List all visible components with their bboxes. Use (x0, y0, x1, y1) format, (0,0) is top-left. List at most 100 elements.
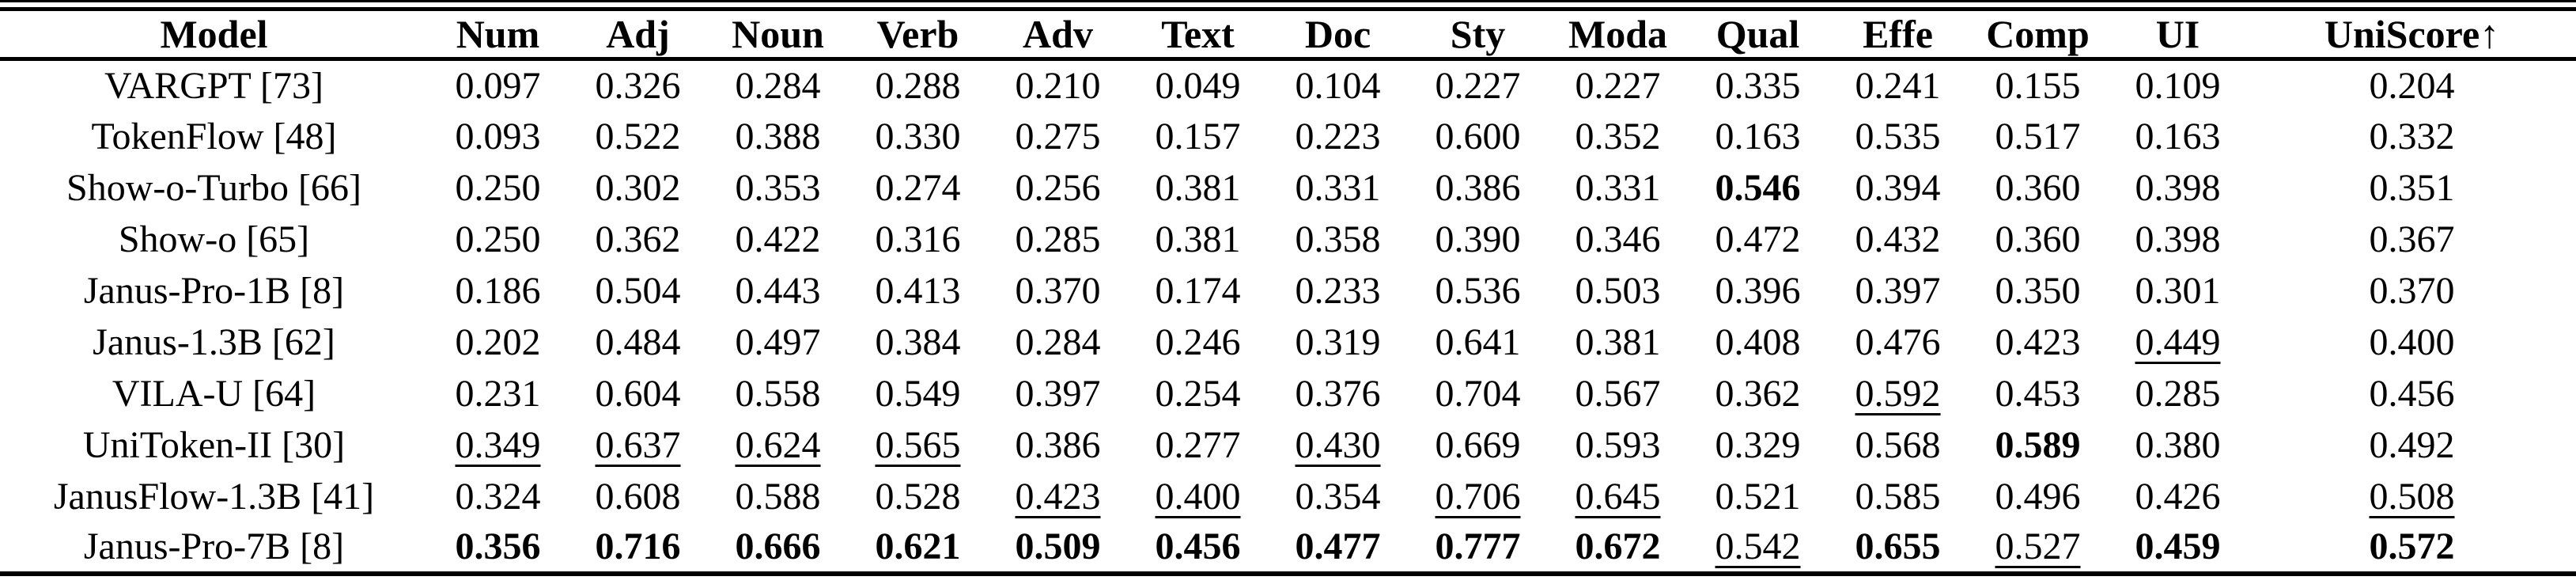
score-cell: 0.233 (1295, 269, 1381, 312)
score-cell: 0.352 (1575, 115, 1661, 157)
score-cell: 0.227 (1435, 64, 1521, 107)
column-header-adv: Adv (1023, 12, 1093, 56)
score-cell: 0.186 (455, 269, 541, 312)
score-cell: 0.423 (1015, 475, 1101, 518)
score-cell: 0.565 (875, 423, 961, 466)
score-cell: 0.453 (1995, 372, 2081, 415)
model-name-cell: TokenFlow [48] (91, 115, 337, 157)
score-cell: 0.223 (1295, 115, 1381, 157)
score-cell: 0.669 (1435, 423, 1521, 466)
score-cell: 0.459 (2135, 525, 2221, 567)
score-cell: 0.254 (1155, 372, 1241, 415)
score-cell: 0.449 (2135, 321, 2221, 363)
score-cell: 0.381 (1575, 321, 1661, 363)
score-cell: 0.346 (1575, 218, 1661, 260)
score-cell: 0.558 (735, 372, 821, 415)
score-cell: 0.396 (1715, 269, 1801, 312)
results-table: Model Num Adj Noun Verb Adv Text Doc Sty Moda Qual… (0, 7, 2576, 576)
score-cell: 0.376 (1295, 372, 1381, 415)
score-cell: 0.645 (1575, 475, 1661, 518)
score-cell: 0.517 (1995, 115, 2081, 157)
score-cell: 0.568 (1855, 423, 1941, 466)
score-cell: 0.163 (1715, 115, 1801, 157)
score-cell: 0.503 (1575, 269, 1661, 312)
score-cell: 0.472 (1715, 218, 1801, 260)
score-cell: 0.370 (2369, 269, 2455, 312)
column-header-num: Num (456, 12, 540, 56)
score-cell: 0.624 (735, 423, 821, 466)
table-row: VARGPT [73] 0.097 0.326 0.284 0.288 0.210 0.04… (0, 59, 2576, 111)
score-cell: 0.302 (595, 166, 681, 209)
table-row: Janus-Pro-1B [8] 0.186 0.504 0.443 0.413 0.37… (0, 265, 2576, 317)
score-cell: 0.275 (1015, 115, 1101, 157)
score-cell: 0.476 (1855, 321, 1941, 363)
column-header-sty: Sty (1450, 12, 1506, 56)
score-cell: 0.567 (1575, 372, 1661, 415)
score-cell: 0.672 (1575, 525, 1661, 567)
score-cell: 0.384 (875, 321, 961, 363)
score-cell: 0.104 (1295, 64, 1381, 107)
score-cell: 0.509 (1015, 525, 1101, 567)
model-name-cell: UniToken-II [30] (82, 423, 346, 466)
score-cell: 0.704 (1435, 372, 1521, 415)
score-cell: 0.608 (595, 475, 681, 518)
score-cell: 0.777 (1435, 525, 1521, 567)
column-header-uniscore: UniScore↑ (2324, 12, 2500, 56)
score-cell: 0.284 (735, 64, 821, 107)
column-header-noun: Noun (732, 12, 824, 56)
score-cell: 0.443 (735, 269, 821, 312)
model-name-cell: Janus-Pro-1B [8] (83, 269, 345, 312)
score-cell: 0.536 (1435, 269, 1521, 312)
score-cell: 0.204 (2369, 64, 2455, 107)
score-cell: 0.049 (1155, 64, 1241, 107)
score-cell: 0.354 (1295, 475, 1381, 518)
score-cell: 0.381 (1155, 218, 1241, 260)
score-cell: 0.360 (1995, 166, 2081, 209)
score-cell: 0.329 (1715, 423, 1801, 466)
table-top-thin-rule (0, 0, 2576, 2)
column-header-model: Model (160, 12, 268, 56)
score-cell: 0.316 (875, 218, 961, 260)
score-cell: 0.397 (1015, 372, 1101, 415)
score-cell: 0.496 (1995, 475, 2081, 518)
score-cell: 0.288 (875, 64, 961, 107)
score-cell: 0.202 (455, 321, 541, 363)
score-cell: 0.109 (2135, 64, 2221, 107)
score-cell: 0.456 (2369, 372, 2455, 415)
score-cell: 0.422 (735, 218, 821, 260)
table-row: TokenFlow [48] 0.093 0.522 0.388 0.330 0.275 0… (0, 111, 2576, 162)
score-cell: 0.666 (735, 525, 821, 567)
table-row: Janus-Pro-7B [8] 0.356 0.716 0.666 0.621 0.50… (0, 522, 2576, 574)
score-cell: 0.497 (735, 321, 821, 363)
model-name-cell: Janus-Pro-7B [8] (83, 525, 345, 567)
score-cell: 0.716 (595, 525, 681, 567)
table-row: JanusFlow-1.3B [41] 0.324 0.608 0.588 0.528 0… (0, 471, 2576, 522)
score-cell: 0.231 (455, 372, 541, 415)
score-cell: 0.400 (2369, 321, 2455, 363)
score-cell: 0.360 (1995, 218, 2081, 260)
score-cell: 0.367 (2369, 218, 2455, 260)
model-name-cell: Janus-1.3B [62] (93, 321, 335, 363)
score-cell: 0.284 (1015, 321, 1101, 363)
table-header: Model Num Adj Noun Verb Adv Text Doc Sty Moda Qual… (0, 9, 2576, 59)
score-cell: 0.349 (455, 423, 541, 466)
score-cell: 0.397 (1855, 269, 1941, 312)
score-cell: 0.381 (1155, 166, 1241, 209)
score-cell: 0.246 (1155, 321, 1241, 363)
score-cell: 0.413 (875, 269, 961, 312)
score-cell: 0.250 (455, 218, 541, 260)
score-cell: 0.637 (595, 423, 681, 466)
score-cell: 0.621 (875, 525, 961, 567)
score-cell: 0.521 (1715, 475, 1801, 518)
score-cell: 0.324 (455, 475, 541, 518)
score-cell: 0.588 (735, 475, 821, 518)
column-header-text: Text (1161, 12, 1235, 56)
score-cell: 0.356 (455, 525, 541, 567)
score-cell: 0.210 (1015, 64, 1101, 107)
score-cell: 0.592 (1855, 372, 1941, 415)
score-cell: 0.285 (2135, 372, 2221, 415)
score-cell: 0.528 (875, 475, 961, 518)
score-cell: 0.477 (1295, 525, 1381, 567)
score-cell: 0.326 (595, 64, 681, 107)
score-cell: 0.351 (2369, 166, 2455, 209)
